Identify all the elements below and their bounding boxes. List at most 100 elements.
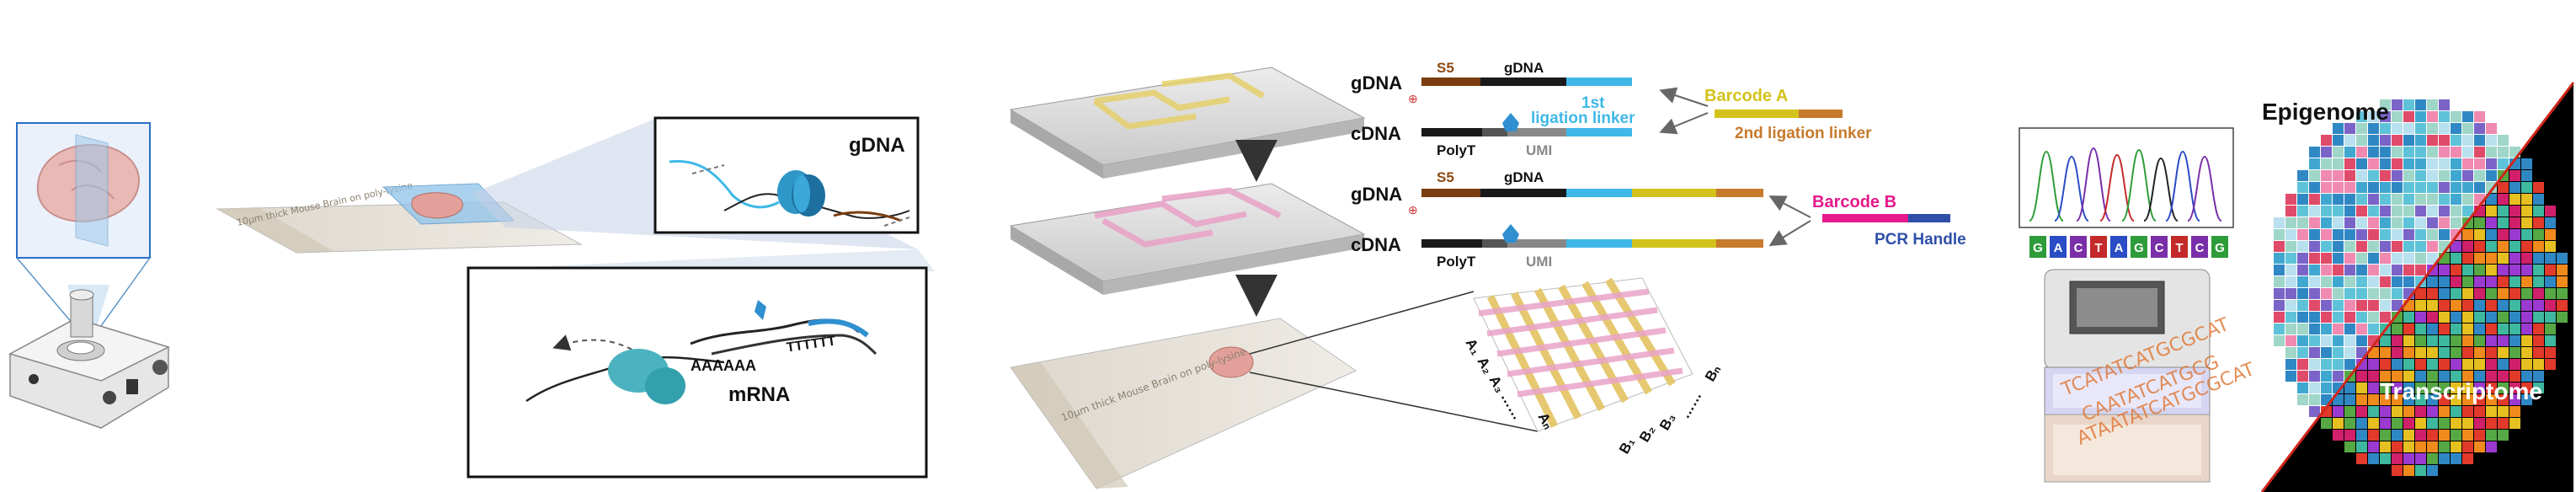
epigenome-pixel: [2309, 335, 2320, 346]
epigenome-pixel: [2309, 359, 2320, 370]
barcode-b-label: Barcode B: [1812, 193, 1896, 211]
transcriptome-pixel: [2462, 276, 2473, 287]
transcriptome-pixel: [2509, 265, 2520, 275]
transcriptome-pixel: [2462, 288, 2473, 299]
transcriptome-pixel: [2474, 312, 2485, 323]
epigenome-label: Epigenome: [2262, 99, 2389, 125]
transcriptome-pixel: [2451, 347, 2461, 358]
transcriptome-pixel: [2486, 382, 2497, 393]
epigenome-pixel: [2356, 288, 2367, 299]
epigenome-pixel: [2439, 147, 2450, 158]
base-letter: T: [2094, 241, 2102, 255]
epigenome-pixel: [2344, 265, 2355, 275]
transcriptome-pixel: [2474, 418, 2485, 429]
transcriptome-pixel: [2498, 253, 2509, 264]
epigenome-pixel: [2309, 371, 2320, 382]
transcriptome-pixel: [2451, 430, 2461, 441]
epigenome-pixel: [2380, 300, 2391, 311]
zoom-mrna-label: mRNA: [728, 383, 790, 406]
row1-s5-label: S5: [1437, 60, 1454, 76]
transcriptome-pixel: [2451, 288, 2461, 299]
epigenome-pixel: [2427, 206, 2438, 217]
transcriptome-pixel: [2439, 276, 2450, 287]
epigenome-pixel: [2462, 182, 2473, 193]
transcriptome-pixel: [2486, 217, 2497, 228]
transcriptome-pixel: [2486, 347, 2497, 358]
epigenome-pixel: [2392, 206, 2403, 217]
transcriptome-pixel: [2521, 382, 2532, 393]
transcriptome-pixel: [2415, 288, 2426, 299]
transcriptome-pixel: [2427, 371, 2438, 382]
epigenome-pixel: [2392, 265, 2403, 275]
transcriptome-pixel: [2392, 418, 2403, 429]
transcriptome-pixel: [2486, 288, 2497, 299]
transcriptome-pixel: [2451, 312, 2461, 323]
epigenome-pixel: [2333, 359, 2344, 370]
transcriptome-pixel: [2462, 371, 2473, 382]
epigenome-pixel: [2297, 276, 2308, 287]
transcriptome-pixel: [2439, 265, 2450, 275]
transcriptome-pixel: [2486, 324, 2497, 334]
transcriptome-pixel: [2486, 394, 2497, 405]
row2-umi-label: UMI: [1526, 142, 1552, 158]
epigenome-pixel: [2356, 182, 2367, 193]
transcriptome-pixel: [2509, 359, 2520, 370]
transcriptome-pixel: [2486, 253, 2497, 264]
epigenome-pixel: [2344, 182, 2355, 193]
link-mark-1: ⊕: [1408, 92, 1418, 105]
transcriptome-pixel: [2451, 253, 2461, 264]
epigenome-pixel: [2274, 324, 2285, 334]
transcriptome-pixel: [2392, 394, 2403, 405]
transcriptome-pixel: [2403, 394, 2414, 405]
transcriptome-pixel: [2545, 300, 2556, 311]
transcriptome-pixel: [2533, 276, 2544, 287]
transcriptome-pixel: [2427, 324, 2438, 334]
transcriptome-pixel: [2509, 182, 2520, 193]
epigenome-pixel: [2309, 229, 2320, 240]
transcriptome-pixel: [2356, 382, 2367, 393]
transcriptome-pixel: [2368, 359, 2379, 370]
transcriptome-pixel: [2427, 430, 2438, 441]
epigenome-pixel: [2344, 194, 2355, 205]
transcriptome-pixel: [2474, 265, 2485, 275]
epigenome-pixel: [2274, 217, 2285, 228]
epigenome-pixel: [2427, 217, 2438, 228]
transcriptome-pixel: [2498, 217, 2509, 228]
transcriptome-pixel: [2403, 359, 2414, 370]
epigenome-pixel: [2451, 158, 2461, 169]
epigenome-pixel: [2285, 241, 2296, 252]
epigenome-pixel: [2403, 194, 2414, 205]
epigenome-pixel: [2451, 194, 2461, 205]
epigenome-pixel: [2380, 229, 2391, 240]
epigenome-pixel: [2333, 300, 2344, 311]
epigenome-pixel: [2333, 217, 2344, 228]
transcriptome-pixel: [2498, 430, 2509, 441]
transcriptome-pixel: [2474, 253, 2485, 264]
epigenome-pixel: [2321, 194, 2332, 205]
epigenome-pixel: [2392, 217, 2403, 228]
base-letter: C: [2155, 241, 2164, 255]
epigenome-pixel: [2451, 111, 2461, 122]
transcriptome-pixel: [2498, 265, 2509, 275]
microfluidic-chip-a: [1009, 67, 1366, 179]
row3-gdna-label: gDNA: [1504, 169, 1544, 185]
transcriptome-pixel: [2474, 229, 2485, 240]
epigenome-pixel: [2403, 217, 2414, 228]
base-letter: G: [2033, 241, 2043, 255]
epigenome-pixel: [2392, 135, 2403, 146]
epigenome-pixel: [2415, 206, 2426, 217]
transcriptome-pixel: [2509, 217, 2520, 228]
transcriptome-pixel: [2415, 312, 2426, 323]
transcriptome-pixel: [2403, 382, 2414, 393]
epigenome-pixel: [2356, 217, 2367, 228]
transcriptome-pixel: [2474, 430, 2485, 441]
transcriptome-pixel: [2545, 206, 2556, 217]
epigenome-pixel: [2403, 123, 2414, 134]
transcriptome-pixel: [2462, 394, 2473, 405]
transcriptome-pixel: [2486, 300, 2497, 311]
transcriptome-pixel: [2368, 430, 2379, 441]
epigenome-pixel: [2321, 135, 2332, 146]
transcriptome-pixel: [2521, 206, 2532, 217]
transcriptome-pixel: [2403, 441, 2414, 452]
epigenome-pixel: [2321, 158, 2332, 169]
